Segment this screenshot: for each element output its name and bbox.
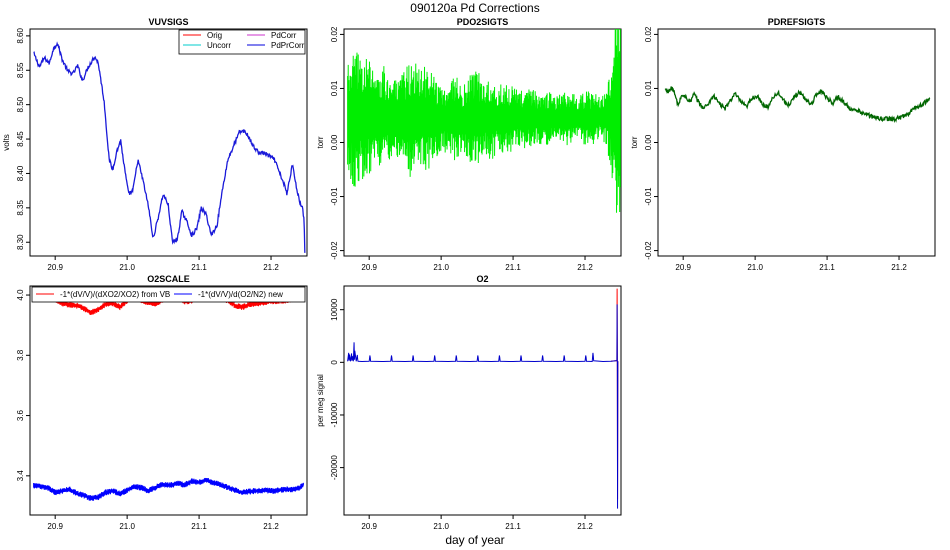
vuvsigs-y-axis-label: volts <box>2 134 11 150</box>
vuvsigs-y-tick-label: 8.50 <box>16 96 25 112</box>
vuvsigs-x-tick-label: 21.2 <box>263 263 279 272</box>
pdo2sigts-y-axis-label: torr <box>316 136 325 148</box>
o2scale-x-tick-label: 20.9 <box>47 522 63 531</box>
vuvsigs-legend <box>178 29 306 55</box>
pdrefsigts-title: PDREFSIGTS <box>768 17 826 27</box>
o2-title: O2 <box>476 274 488 284</box>
o2scale-legend <box>31 286 306 303</box>
o2-y-axis-label: per meg signal <box>316 374 325 427</box>
o2-x-tick-label: 21.0 <box>433 522 449 531</box>
o2scale-y-tick-label: 3.8 <box>16 349 25 361</box>
vuvsigs-plot-area <box>33 41 306 253</box>
o2-y-tick-label: -10000 <box>330 402 339 427</box>
o2scale-y-tick-label: 3.6 <box>16 409 25 421</box>
pdo2sigts-y-tick-label: 0.02 <box>330 26 339 42</box>
pdrefsigts-y-axis-label: torr <box>630 136 639 148</box>
pdrefsigts-y-tick-label: 0.02 <box>644 26 653 42</box>
o2-y-tick-label: 0 <box>330 360 339 365</box>
o2scale-x-tick-label: 21.2 <box>263 522 279 531</box>
o2scale-y-tick-label: 3.4 <box>16 470 25 482</box>
vuvsigs-x-tick-label: 21.0 <box>119 263 135 272</box>
pdrefsigts-x-tick-label: 20.9 <box>675 263 691 272</box>
pdrefsigts-y-tick-label: 0.01 <box>644 80 653 96</box>
o2scale-title: O2SCALE <box>147 274 190 284</box>
vuvsigs-y-tick-label: 8.30 <box>16 234 25 250</box>
pdo2sigts-y-tick-label: 0.01 <box>330 80 339 96</box>
o2scale-x-tick-label: 21.0 <box>119 522 135 531</box>
figure-title: 090120a Pd Corrections <box>410 1 539 15</box>
o2scale-x-tick-label: 21.1 <box>191 522 207 531</box>
pdrefsigts-y-tick-label: 0.00 <box>644 134 653 150</box>
pdrefsigts-y-tick-label: -0.02 <box>644 241 653 260</box>
o2-plot-frame <box>343 285 622 516</box>
vuvsigs-legend-label: PdPrCorr <box>271 41 305 50</box>
o2-series-1 <box>347 304 619 509</box>
vuvsigs-legend-label: Uncorr <box>207 41 231 50</box>
vuvsigs-x-tick-label: 20.9 <box>47 263 63 272</box>
pdo2sigts-title: PDO2SIGTS <box>457 17 509 27</box>
o2scale-plot-frame <box>29 285 308 516</box>
pdo2sigts-x-tick-label: 21.1 <box>505 263 521 272</box>
pdrefsigts-series-0 <box>664 86 931 124</box>
vuvsigs-y-tick-label: 8.35 <box>16 200 25 216</box>
o2scale-legend-label: -1*(dV/V)/(dXO2/XO2) from VB <box>60 290 170 299</box>
o2-plot-area <box>347 288 619 509</box>
pdo2sigts-y-tick-label: 0.00 <box>330 134 339 150</box>
figure-x-axis-label: day of year <box>445 533 504 547</box>
pdo2sigts-series-0 <box>347 29 621 213</box>
pdo2sigts-x-tick-label: 21.0 <box>433 263 449 272</box>
pdrefsigts-y-tick-label: -0.01 <box>644 187 653 206</box>
panel-pdrefsigts: PDREFSIGTS 20.9 21.0 21.1 21.2 -0.02 -0.01 0.00… <box>630 17 936 272</box>
pdo2sigts-plot-area <box>347 29 621 213</box>
vuvsigs-y-tick-label: 8.55 <box>16 62 25 78</box>
vuvsigs-title: VUVSIGS <box>148 17 188 27</box>
o2-y-tick-label: 10000 <box>330 298 339 321</box>
vuvsigs-legend-label: PdCorr <box>271 31 297 40</box>
pdrefsigts-plot-area <box>664 86 931 124</box>
o2-x-tick-label: 20.9 <box>361 522 377 531</box>
o2-x-tick-label: 21.2 <box>577 522 593 531</box>
pdrefsigts-x-tick-label: 21.2 <box>891 263 907 272</box>
vuvsigs-y-tick-label: 8.45 <box>16 131 25 147</box>
pdo2sigts-x-tick-label: 21.2 <box>577 263 593 272</box>
vuvsigs-series-0 <box>33 41 306 253</box>
o2scale-y-tick-label: 4.0 <box>16 289 25 301</box>
o2-x-tick-label: 21.1 <box>505 522 521 531</box>
vuvsigs-x-tick-label: 21.1 <box>191 263 207 272</box>
pdo2sigts-y-tick-label: -0.02 <box>330 241 339 260</box>
pdrefsigts-x-tick-label: 21.1 <box>819 263 835 272</box>
panels: VUVSIGS 20.9 21.0 21.1 21.2 8.30 8.35 8.40 8.45 8… <box>2 17 936 531</box>
vuvsigs-y-tick-label: 8.40 <box>16 165 25 181</box>
pdrefsigts-x-tick-label: 21.0 <box>747 263 763 272</box>
o2scale-legend-label: -1*(dV/V)/d(O2/N2) new <box>198 290 283 299</box>
vuvsigs-legend-label: Orig <box>207 31 222 40</box>
o2scale-series-1 <box>33 477 304 502</box>
panel-o2scale: O2SCALE 20.9 21.0 21.1 21.2 3.4 3.6 3.8 4.0 -1*(d… <box>16 274 308 531</box>
pdo2sigts-y-tick-label: -0.01 <box>330 187 339 206</box>
o2-y-tick-label: -20000 <box>330 455 339 480</box>
panel-pdo2sigts: PDO2SIGTS 20.9 21.0 21.1 21.2 -0.02 -0.01 0.00 0… <box>316 17 622 272</box>
panel-o2: O2 20.9 21.0 21.1 21.2 -20000 -10000 0 10000 per … <box>316 274 622 531</box>
vuvsigs-y-tick-label: 8.60 <box>16 28 25 44</box>
pdo2sigts-x-tick-label: 20.9 <box>361 263 377 272</box>
vuvsigs-plot-frame <box>29 28 308 257</box>
panel-vuvsigs: VUVSIGS 20.9 21.0 21.1 21.2 8.30 8.35 8.40 8.45 8… <box>2 17 308 272</box>
